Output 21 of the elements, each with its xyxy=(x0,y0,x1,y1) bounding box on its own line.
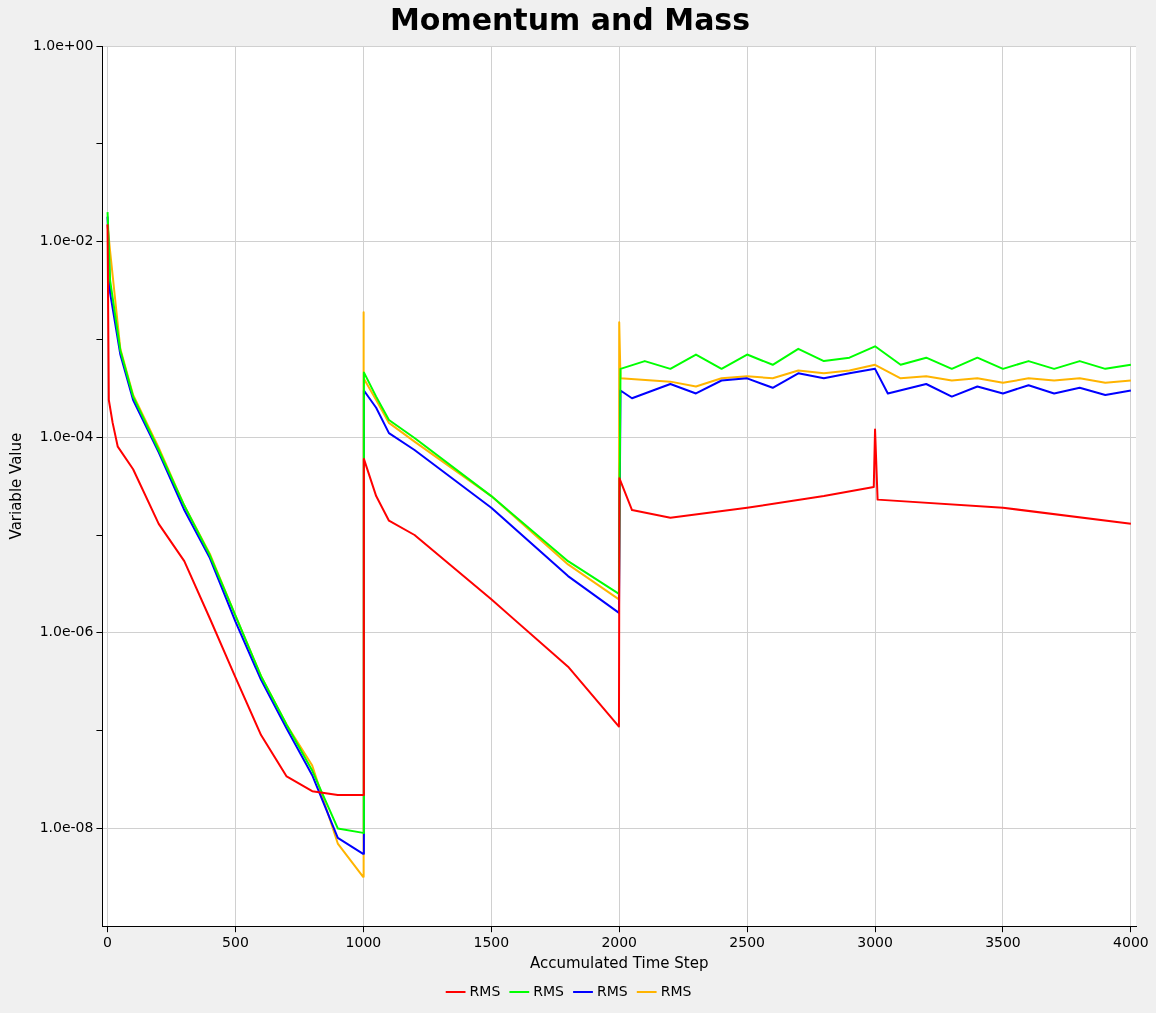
y-tick-label: 1.0e-04 xyxy=(39,427,94,444)
y-tick-label: 1.0e-08 xyxy=(39,819,94,836)
x-tick-label: 500 xyxy=(222,934,249,951)
x-tick-label: 2500 xyxy=(729,934,765,951)
x-tick-label: 1500 xyxy=(473,934,510,951)
legend-label: RMS xyxy=(533,982,565,999)
x-tick-label: 0 xyxy=(103,934,112,951)
chart-title: Momentum and Mass xyxy=(389,1,751,37)
x-tick-label: 2000 xyxy=(601,934,638,951)
legend-label: RMS xyxy=(660,982,692,999)
x-tick-label: 4000 xyxy=(1113,934,1149,951)
y-tick-label: 1.0e-06 xyxy=(39,623,94,640)
legend-label: RMS xyxy=(469,982,501,999)
x-tick-label: 1000 xyxy=(345,934,382,951)
y-tick-label: 1.0e+00 xyxy=(32,36,94,53)
x-tick-label: 3500 xyxy=(985,934,1021,951)
legend-label: RMS xyxy=(597,982,628,999)
y-tick-label: 1.0e-02 xyxy=(39,232,94,249)
x-tick-label: 3000 xyxy=(857,934,893,951)
y-axis-title: Variable Value xyxy=(6,432,25,540)
x-axis-title: Accumulated Time Step xyxy=(529,953,709,972)
